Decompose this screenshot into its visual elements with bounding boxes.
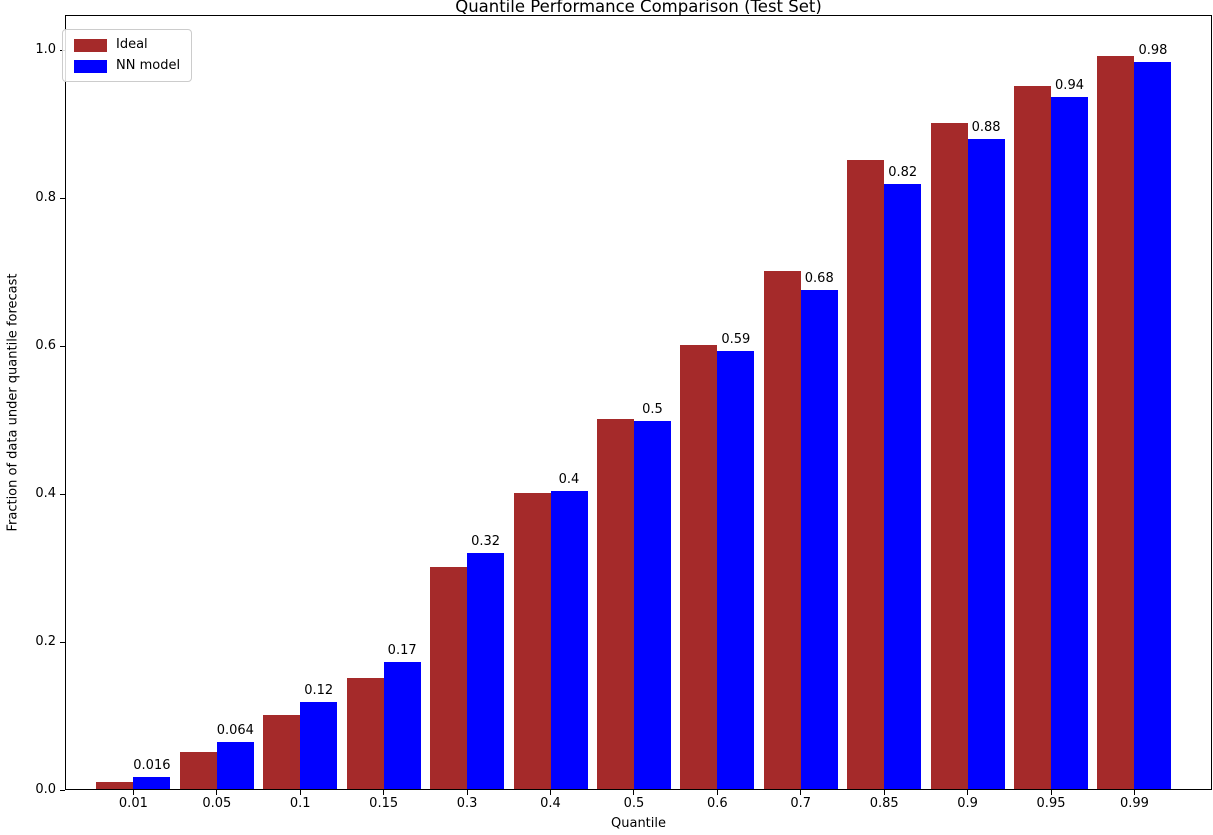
bar-value-label: 0.064: [216, 722, 254, 738]
bar-value-label: 0.016: [133, 758, 171, 774]
bar-ideal-0.3: [430, 567, 468, 789]
bar-ideal-0.15: [346, 678, 384, 789]
x-tick-label: 0.85: [869, 796, 899, 811]
x-tick: [1133, 790, 1135, 795]
bar-ideal-0.7: [763, 271, 801, 789]
x-tick: [967, 790, 969, 795]
bar-value-label: 0.68: [804, 270, 834, 286]
bar-ideal-0.05: [179, 752, 217, 789]
bar-nn-model-0.7: [800, 289, 838, 789]
x-tick: [383, 790, 385, 795]
bar-ideal-0.6: [680, 345, 718, 789]
bar-value-label: 0.17: [387, 643, 417, 659]
y-tick: [60, 641, 65, 643]
y-tick-label: 0.2: [35, 634, 56, 649]
x-tick: [633, 790, 635, 795]
x-tick: [1050, 790, 1052, 795]
bar-value-label: 0.82: [888, 165, 918, 181]
bar-ideal-0.01: [96, 781, 134, 789]
y-tick-label: 0.6: [35, 338, 56, 353]
bar-value-label: 0.5: [642, 402, 663, 418]
bar-value-label: 0.32: [471, 533, 501, 549]
y-tick-label: 1.0: [35, 42, 56, 57]
x-tick-label: 0.3: [456, 796, 478, 811]
bar-value-label: 0.59: [721, 331, 751, 347]
bar-nn-model-0.9: [967, 139, 1005, 789]
x-tick-label: 0.9: [957, 796, 978, 811]
bar-ideal-0.9: [930, 123, 968, 789]
legend-swatch-ideal: [74, 38, 107, 52]
bar-ideal-0.85: [847, 160, 885, 789]
bar-ideal-0.4: [513, 493, 551, 789]
chart-title: Quantile Performance Comparison (Test Se…: [455, 0, 822, 16]
bar-nn-model-0.5: [633, 421, 671, 789]
y-tick: [60, 789, 65, 791]
x-tick-label: 0.4: [540, 796, 561, 811]
y-tick-label: 0.4: [35, 486, 56, 501]
x-tick-label: 0.1: [289, 796, 311, 811]
x-tick-label: 0.05: [202, 796, 232, 811]
bar-ideal-0.95: [1014, 86, 1052, 789]
x-tick-label: 0.99: [1119, 796, 1149, 811]
y-tick-label: 0.8: [35, 190, 56, 205]
bar-ideal-0.1: [263, 715, 301, 789]
x-tick: [550, 790, 551, 795]
x-tick-label: 0.01: [118, 796, 148, 811]
bar-ideal-0.99: [1097, 56, 1135, 789]
x-tick: [299, 790, 301, 795]
x-tick-label: 0.7: [790, 796, 812, 811]
bar-nn-model-0.01: [133, 777, 171, 789]
x-tick-label: 0.5: [623, 796, 645, 811]
bar-nn-model-0.85: [884, 184, 922, 789]
bar-nn-model-0.99: [1134, 62, 1172, 789]
x-tick: [800, 790, 802, 795]
bar-nn-model-0.6: [717, 350, 755, 789]
x-tick: [466, 790, 468, 795]
x-tick-label: 0.95: [1036, 796, 1066, 811]
bar-value-label: 0.88: [971, 120, 1001, 136]
bar-nn-model-0.1: [300, 702, 338, 789]
y-tick-label: 0.0: [35, 782, 56, 797]
x-tick: [132, 790, 134, 795]
bar-nn-model-0.15: [383, 662, 421, 789]
x-tick-label: 0.15: [369, 796, 399, 811]
y-axis-label-wrap: Fraction of data under quantile forecast: [2, 15, 24, 790]
x-tick: [716, 790, 718, 795]
bar-nn-model-0.05: [216, 741, 254, 789]
legend-item-ideal: Ideal: [74, 38, 180, 52]
legend-label-nn-model: NN model: [116, 58, 181, 73]
bar-value-label: 0.94: [1055, 78, 1084, 94]
legend: Ideal NN model: [62, 29, 193, 82]
bar-value-label: 0.12: [304, 683, 334, 699]
legend-item-nn-model: NN model: [74, 59, 180, 73]
x-tick: [883, 790, 885, 795]
bar-ideal-0.5: [596, 419, 634, 789]
bar-nn-model-0.4: [550, 490, 588, 789]
y-tick: [60, 197, 65, 199]
bar-nn-model-0.3: [467, 552, 505, 789]
x-axis-label: Quantile: [611, 816, 666, 831]
plot-area: 0.016 0.064 0.12 0.17 0.32 0.4 0.5 0.59 0.68 0.82…: [65, 15, 1212, 790]
bar-value-label: 0.4: [558, 471, 580, 487]
x-tick: [216, 790, 218, 795]
legend-swatch-nn-model: [74, 59, 107, 73]
bar-value-label: 0.98: [1138, 43, 1168, 59]
y-tick: [60, 493, 65, 495]
bar-nn-model-0.95: [1051, 97, 1089, 789]
legend-label-ideal: Ideal: [116, 37, 148, 52]
y-tick: [60, 345, 65, 347]
x-tick-label: 0.6: [706, 796, 728, 811]
